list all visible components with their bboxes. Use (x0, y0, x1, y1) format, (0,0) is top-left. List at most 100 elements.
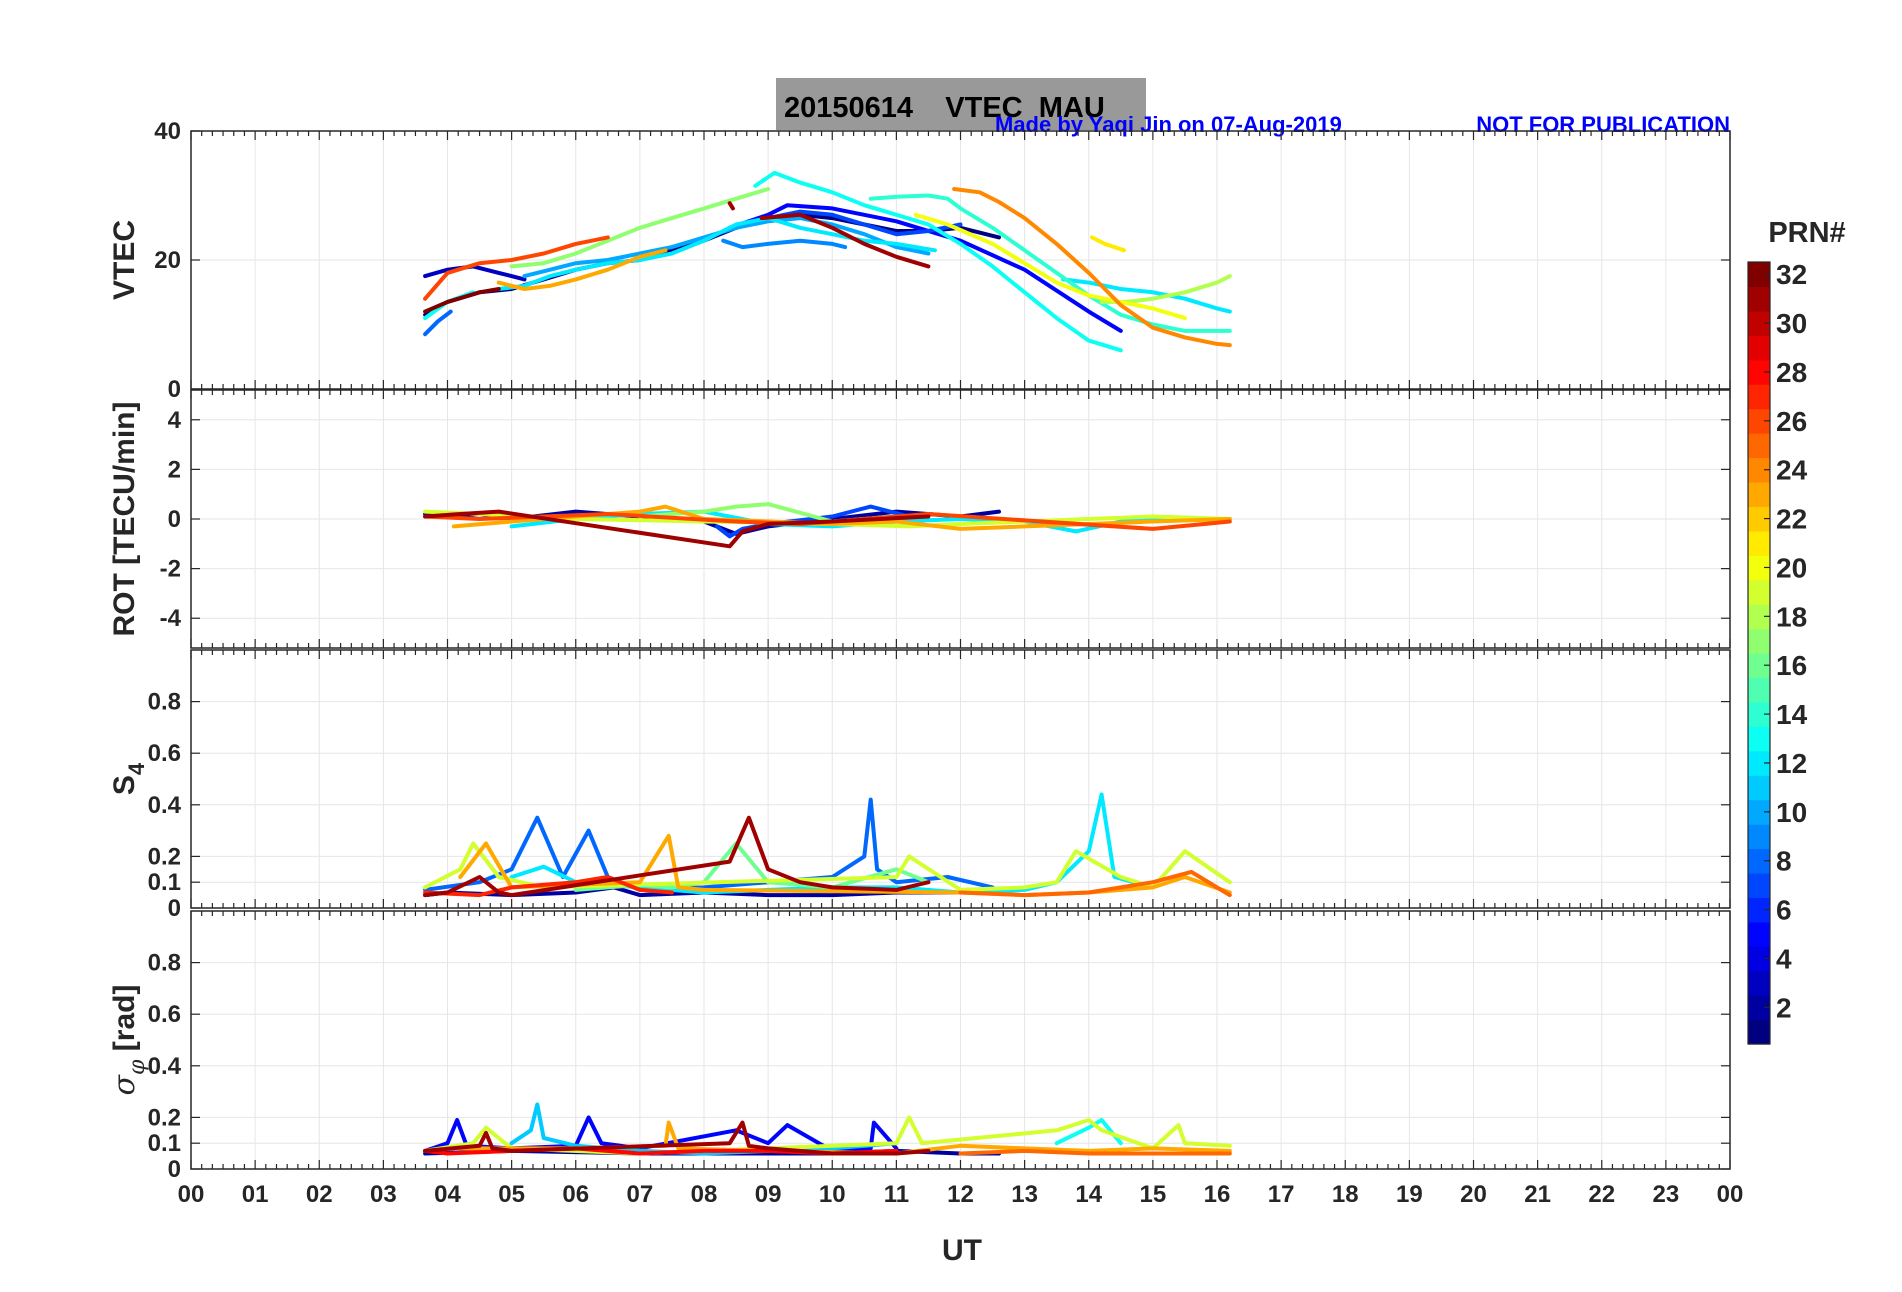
trace-prn-12 (1061, 277, 1232, 314)
trace-prn-31 (423, 1120, 931, 1156)
colorbar-band (1748, 530, 1770, 556)
y-tick-label: -2 (160, 556, 181, 583)
x-tick-label: 23 (1653, 1181, 1680, 1208)
x-tick-label: 10 (819, 1181, 846, 1208)
trace-prn-25 (958, 869, 1232, 898)
y-tick-label: 0.4 (148, 1053, 182, 1080)
panel-3: 00.10.2 0.4 0.6 0.8 σφ [rad] (107, 910, 1731, 1183)
colorbar-band (1748, 824, 1770, 850)
trace-prn-12 (496, 216, 937, 291)
x-tick-label: 00 (1717, 1181, 1744, 1208)
colorbar-band (1748, 750, 1770, 776)
x-tick-label: 08 (691, 1181, 718, 1208)
trace-prn-31 (759, 212, 931, 269)
x-tick-label: 14 (1075, 1181, 1102, 1208)
y-tick-label: 0.1 (148, 1130, 181, 1157)
colorbar-tick-label: 30 (1776, 308, 1807, 339)
trace-prn-31 (423, 509, 931, 549)
trace-prn-27 (423, 875, 674, 898)
x-tick-label: 00 (178, 1181, 205, 1208)
colorbar-tick-label: 32 (1776, 259, 1807, 290)
trace-prn-13 (753, 170, 1123, 353)
y-tick-label: 0.4 (148, 792, 182, 819)
notice-text: NOT FOR PUBLICATION (1476, 112, 1730, 137)
colorbar-band (1748, 555, 1770, 581)
colorbar-band (1748, 384, 1770, 410)
y-axis-label: σφ [rad] (107, 985, 150, 1096)
colorbar-band (1748, 457, 1770, 483)
x-tick-label: 16 (1204, 1181, 1231, 1208)
y-tick-label: 40 (154, 118, 181, 145)
colorbar-tick-label: 24 (1776, 455, 1808, 486)
y-tick-label: 0 (168, 1156, 181, 1183)
colorbar-band (1748, 995, 1770, 1021)
colorbar-band (1748, 799, 1770, 825)
trace-prn-24 (952, 187, 1232, 348)
colorbar-band (1748, 506, 1770, 532)
colorbar-tick-label: 18 (1776, 601, 1807, 632)
trace-prn-26 (423, 235, 610, 301)
colorbar-band (1748, 604, 1770, 630)
colorbar-band (1748, 921, 1770, 947)
credit-text: Made by Yaqi Jin on 07-Aug-2019 (995, 112, 1342, 137)
trace-prn-19 (423, 1115, 1232, 1156)
trace-prn-7 (766, 209, 963, 237)
y-axis-label: VTEC (108, 220, 141, 300)
trace-prn-5 (727, 203, 1123, 333)
colorbar-tick-label: 22 (1776, 504, 1807, 535)
y-tick-label: 0.6 (148, 1001, 181, 1028)
x-tick-label: 04 (434, 1181, 461, 1208)
x-tick-label: 17 (1268, 1181, 1295, 1208)
colorbar-tick-label: 4 (1776, 943, 1792, 974)
y-tick-label: 0.8 (148, 689, 181, 716)
panel-2: 00.10.2 0.4 0.6 0.8 S4 (108, 649, 1731, 922)
colorbar-band (1748, 653, 1770, 679)
colorbar-frame (1747, 261, 1771, 1045)
y-tick-label: 20 (154, 247, 181, 274)
colorbar-band (1748, 946, 1770, 972)
x-tick-label: 13 (1011, 1181, 1038, 1208)
x-tick-label: 03 (370, 1181, 397, 1208)
colorbar-band (1748, 897, 1770, 923)
trace-prn-21 (1090, 235, 1126, 253)
colorbar-band (1748, 579, 1770, 605)
colorbar-tick-label: 14 (1776, 699, 1808, 730)
x-tick-label: 12 (947, 1181, 974, 1208)
trace-prn-31 (727, 201, 735, 211)
colorbar-tick-label: 2 (1776, 992, 1792, 1023)
colorbar-band (1748, 1019, 1770, 1045)
colorbar-band (1748, 872, 1770, 898)
traces (423, 792, 1232, 898)
colorbar-band (1748, 726, 1770, 752)
colorbar-band (1748, 286, 1770, 312)
y-tick-label: 2 (168, 456, 181, 483)
traces (423, 502, 1232, 549)
y-axis-label: ROT [TECU/min] (108, 402, 141, 637)
trace-prn-14 (868, 193, 1232, 333)
y-tick-label: 0.2 (148, 1104, 181, 1131)
traces (423, 170, 1232, 353)
x-tick-label: 09 (755, 1181, 782, 1208)
colorbar-tick-label: 16 (1776, 650, 1807, 681)
colorbar-band (1748, 848, 1770, 874)
x-tick-label: 06 (562, 1181, 589, 1208)
x-tick-labels: 00 01 02 03 04 05 06 07 08 09 10 11 12 13 14 15 16 17 18 19… (178, 1181, 1744, 1208)
y-tick-label: 0.2 (148, 843, 181, 870)
x-tick-label: 15 (1140, 1181, 1167, 1208)
trace-prn-20 (913, 212, 1187, 321)
colorbar-band (1748, 481, 1770, 507)
x-tick-label: 20 (1460, 1181, 1487, 1208)
colorbar-title: PRN# (1768, 217, 1845, 249)
trace-prn-31 (423, 815, 931, 898)
panel-0: 0 20 40 VTEC (108, 118, 1731, 403)
figure-title: 20150614 VTEC MAU (784, 92, 1105, 124)
colorbar-band (1748, 310, 1770, 336)
colorbar-tick-label: 10 (1776, 797, 1807, 828)
colorbar-tick-label: 8 (1776, 846, 1792, 877)
x-tick-label: 02 (306, 1181, 333, 1208)
colorbar-band (1748, 433, 1770, 459)
colorbar-band (1748, 335, 1770, 361)
